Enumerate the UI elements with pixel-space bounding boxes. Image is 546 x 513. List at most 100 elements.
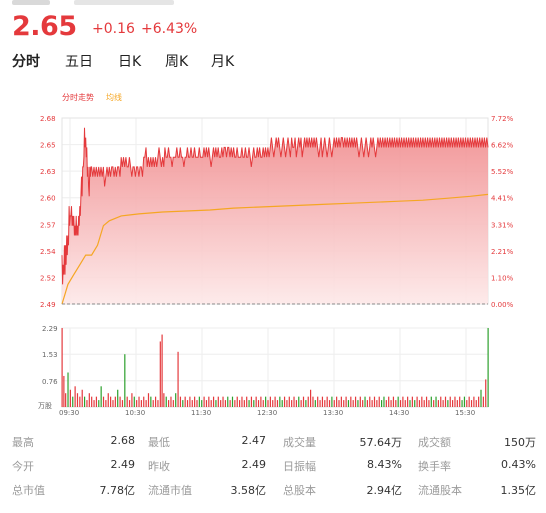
price-tick-label: 2.63 <box>40 168 56 176</box>
time-tick-label: 13:30 <box>323 409 343 417</box>
volume-bar <box>192 400 193 407</box>
volume-bar <box>84 397 85 407</box>
volume-bar <box>160 341 161 407</box>
volume-bar <box>426 397 427 407</box>
volume-bar <box>329 400 330 407</box>
stat-value: 2.94亿 <box>367 482 403 498</box>
stat-label: 昨收 <box>148 458 170 474</box>
volume-bar <box>93 400 94 407</box>
volume-bar <box>454 397 455 407</box>
tab-intraday[interactable]: 分时 <box>12 51 40 71</box>
volume-bar <box>234 400 235 407</box>
volume-bar <box>70 390 71 407</box>
volume-bar <box>303 397 304 407</box>
volume-bar <box>131 393 132 407</box>
volume-bar <box>488 328 489 407</box>
tab-monthly-k[interactable]: 月K <box>211 51 234 71</box>
percent-tick-label: 1.10% <box>491 274 514 282</box>
volume-tick-label: 0.76 <box>42 378 58 386</box>
stat-label: 换手率 <box>418 458 451 474</box>
stat-value: 150万 <box>504 434 536 450</box>
volume-bar <box>220 400 221 407</box>
volume-bar <box>239 400 240 407</box>
stat-value: 57.64万 <box>360 434 403 450</box>
volume-bar <box>362 400 363 407</box>
legend-price-line: 分时走势 <box>62 92 94 102</box>
time-tick-label: 10:30 <box>125 409 145 417</box>
volume-bar <box>237 397 238 407</box>
stat-value: 3.58亿 <box>231 482 267 498</box>
price-change: +0.16 <box>92 21 135 37</box>
volume-bar <box>464 397 465 407</box>
volume-bar <box>414 400 415 407</box>
volume-bar <box>452 400 453 407</box>
volume-bar <box>424 400 425 407</box>
volume-bar <box>161 335 162 407</box>
volume-bar <box>170 397 171 407</box>
volume-bar <box>291 400 292 407</box>
volume-bar <box>260 397 261 407</box>
stat-label: 流通股本 <box>418 482 462 498</box>
volume-bar <box>284 397 285 407</box>
volume-bar <box>319 400 320 407</box>
volume-bar <box>480 390 481 407</box>
volume-bar <box>336 397 337 407</box>
volume-bar <box>469 397 470 407</box>
volume-bar <box>256 397 257 407</box>
volume-bar <box>117 390 118 407</box>
volume-bar <box>101 386 102 407</box>
volume-bar <box>478 397 479 407</box>
volume-bar <box>206 400 207 407</box>
price-tick-label: 2.54 <box>40 248 56 256</box>
volume-bar <box>138 397 139 407</box>
volume-bar <box>402 397 403 407</box>
volume-bar <box>282 400 283 407</box>
time-tick-label: 09:30 <box>59 409 79 417</box>
volume-bar <box>105 400 106 407</box>
volume-bar <box>77 393 78 407</box>
volume-bar <box>379 397 380 407</box>
stat-label: 总股本 <box>283 482 316 498</box>
volume-bar <box>277 400 278 407</box>
stat-value: 2.49 <box>242 458 267 471</box>
volume-bar <box>189 397 190 407</box>
tab-weekly-k[interactable]: 周K <box>165 51 188 71</box>
time-tick-label: 11:30 <box>191 409 211 417</box>
volume-bar <box>357 400 358 407</box>
volume-bar <box>322 397 323 407</box>
volume-bar <box>471 400 472 407</box>
volume-plot-frame <box>62 328 488 407</box>
volume-bar <box>398 397 399 407</box>
volume-bar <box>386 400 387 407</box>
volume-bar <box>341 397 342 407</box>
volume-bar <box>75 386 76 407</box>
intraday-chart[interactable]: 分时走势 均线 2.68 7.72% 2.65 6.62% 2.63 5.52% 2.60 4.4… <box>0 84 546 424</box>
volume-bar <box>381 400 382 407</box>
volume-bar <box>222 397 223 407</box>
volume-bar <box>331 397 332 407</box>
volume-bar <box>180 397 181 407</box>
volume-bar <box>82 390 83 407</box>
stat-label: 日振幅 <box>283 458 316 474</box>
volume-bar <box>395 400 396 407</box>
stat-label: 总市值 <box>12 482 45 498</box>
tab-daily-k[interactable]: 日K <box>118 51 141 71</box>
volume-bar <box>317 397 318 407</box>
volume-bar <box>433 400 434 407</box>
volume-bar <box>119 397 120 407</box>
volume-bar <box>86 400 87 407</box>
volume-bar <box>343 400 344 407</box>
volume-bar <box>62 328 63 407</box>
volume-bar <box>155 397 156 407</box>
stock-name-placeholder <box>12 0 50 5</box>
tab-five-day[interactable]: 五日 <box>65 51 93 71</box>
volume-bar <box>301 400 302 407</box>
volume-bar <box>211 400 212 407</box>
volume-bar <box>108 393 109 407</box>
volume-bar <box>369 397 370 407</box>
price-tick-label: 2.60 <box>40 195 56 203</box>
volume-bar <box>215 400 216 407</box>
volume-bar <box>443 400 444 407</box>
volume-bar <box>308 397 309 407</box>
percent-tick-label: 3.31% <box>491 221 514 229</box>
